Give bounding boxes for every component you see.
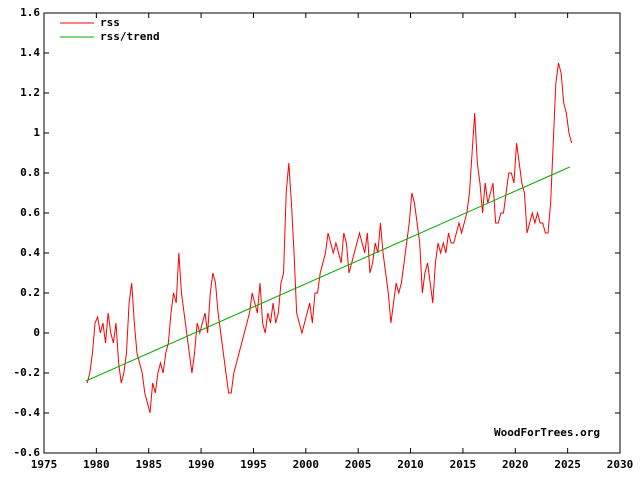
- x-tick-label: 2015: [450, 458, 477, 471]
- x-tick-label: 1990: [188, 458, 215, 471]
- y-tick-label: 1.2: [20, 86, 40, 99]
- series-line: [85, 166, 570, 382]
- x-tick-label: 2010: [397, 458, 424, 471]
- x-tick-label: 1985: [135, 458, 162, 471]
- y-tick-label: -0.2: [14, 366, 41, 379]
- legend-label: rss: [100, 16, 120, 29]
- x-tick-label: 1980: [83, 458, 110, 471]
- y-tick-label: 0.8: [20, 166, 40, 179]
- x-tick-label: 2005: [345, 458, 372, 471]
- y-tick-label: 1: [33, 126, 40, 139]
- x-tick-label: 2000: [293, 458, 320, 471]
- y-tick-label: -0.4: [14, 406, 41, 419]
- y-tick-label: 1.4: [20, 46, 40, 59]
- y-tick-label: 0.6: [20, 206, 40, 219]
- x-tick-label: 2030: [607, 458, 634, 471]
- y-tick-label: 0.2: [20, 286, 40, 299]
- legend-label: rss/trend: [100, 30, 160, 43]
- x-tick-label: 1975: [31, 458, 58, 471]
- plot-frame: [43, 12, 621, 454]
- watermark: WoodForTrees.org: [494, 426, 600, 439]
- x-tick-label: 2020: [502, 458, 529, 471]
- x-tick-label: 1995: [240, 458, 267, 471]
- y-tick-label: -0.6: [14, 446, 41, 459]
- y-tick-label: 0.4: [20, 246, 40, 259]
- y-tick-label: 0: [33, 326, 40, 339]
- x-tick-label: 2025: [554, 458, 581, 471]
- y-tick-label: 1.6: [20, 6, 40, 19]
